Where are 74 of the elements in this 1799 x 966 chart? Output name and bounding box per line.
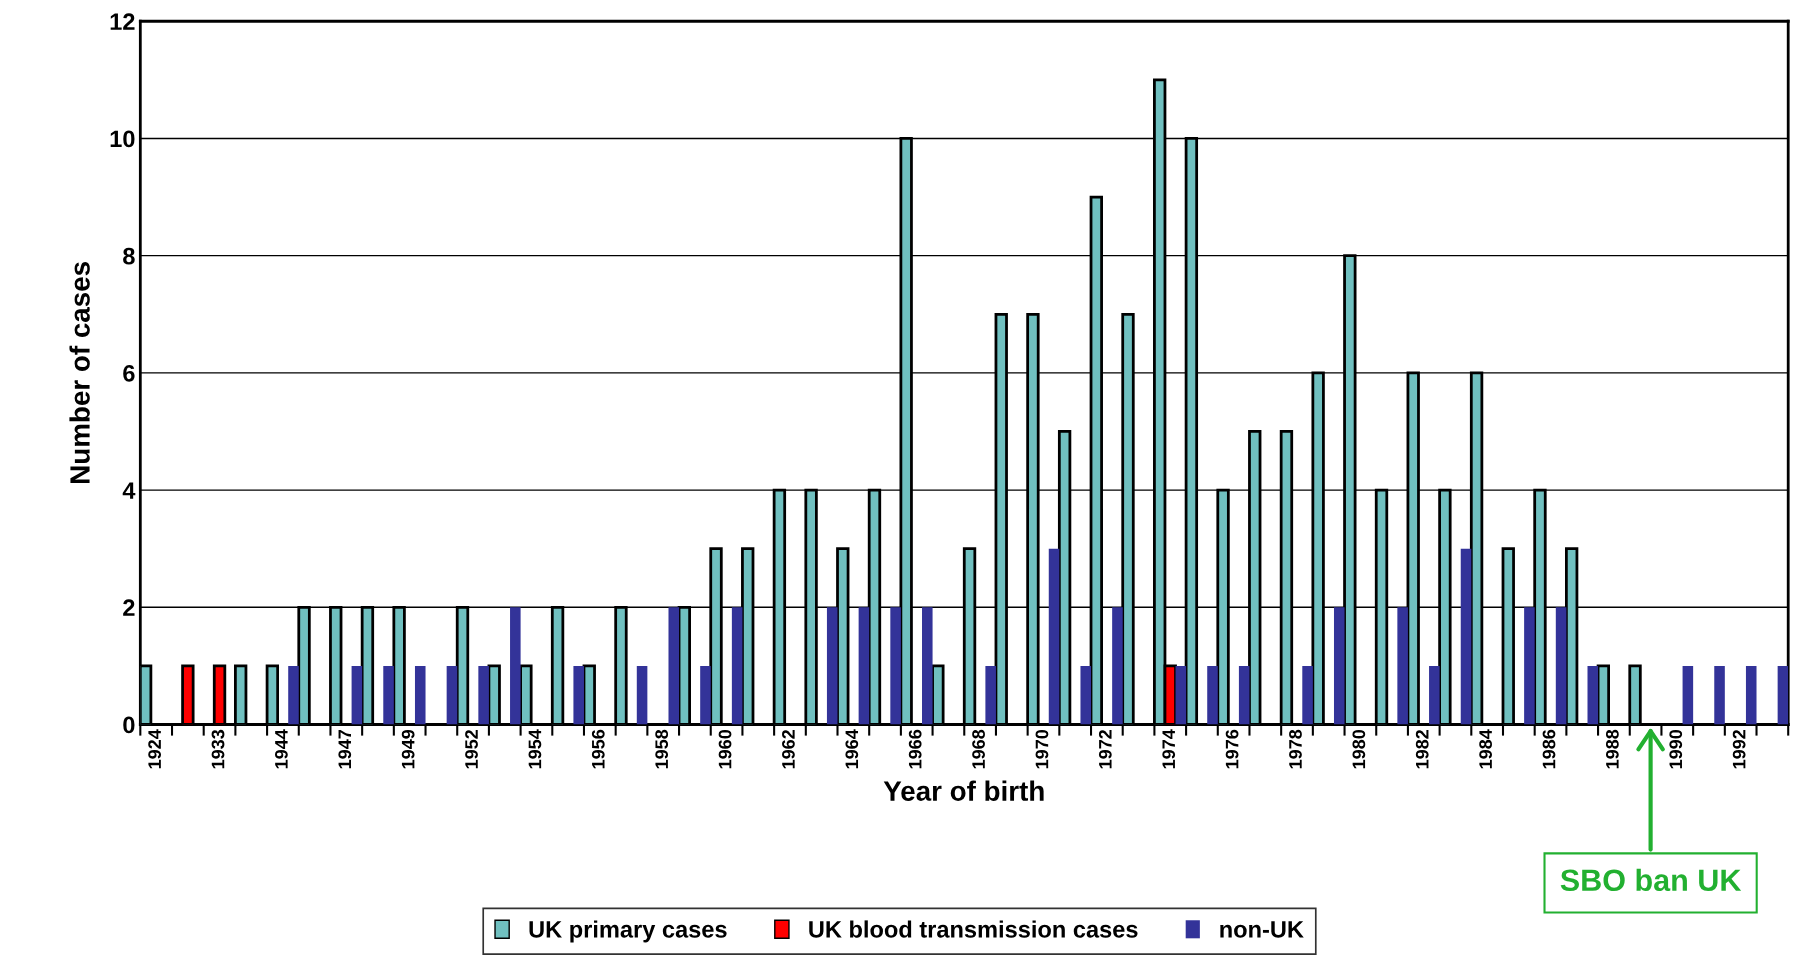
y-axis-title: Number of cases: [69, 262, 90, 483]
x-axis-title: Year of birth: [883, 780, 1044, 801]
x-tick-label: 1982: [1415, 729, 1429, 769]
bar: [985, 665, 996, 725]
bar: [1555, 607, 1567, 725]
bar: [288, 665, 299, 725]
x-tick-label: 1972: [1098, 729, 1112, 769]
bar: [1429, 665, 1440, 725]
bar: [858, 607, 870, 725]
bar: [1524, 607, 1535, 725]
x-tick-label: 1958: [655, 729, 669, 769]
bar: [826, 607, 838, 725]
bar: [1587, 665, 1599, 725]
legend-label: UK blood transmission cases: [809, 920, 1138, 938]
bar: [1777, 665, 1789, 725]
legend-label: UK primary cases: [529, 920, 727, 943]
y-tick-label: 2: [123, 599, 135, 616]
x-tick-label: 1968: [972, 729, 985, 769]
bar: [1302, 665, 1313, 725]
x-tick-label: 1986: [1542, 729, 1556, 769]
bar: [668, 607, 680, 725]
y-tick-label: 10: [110, 130, 135, 148]
bar: [700, 665, 711, 725]
bar: [1207, 665, 1218, 725]
x-tick-label: 1947: [338, 730, 352, 769]
x-tick-label: 1970: [1035, 729, 1049, 769]
bar: [1112, 607, 1123, 725]
bar: [1175, 665, 1187, 725]
x-tick-label: 1966: [908, 729, 922, 769]
bar: [1080, 665, 1092, 725]
bar: [1397, 607, 1408, 725]
bar: [478, 665, 489, 725]
y-tick-label: 0: [123, 716, 135, 734]
x-tick-label: 1980: [1352, 729, 1366, 769]
bar: [383, 665, 394, 725]
x-tick-label: 1964: [845, 729, 859, 769]
x-tick-label: 1956: [591, 729, 605, 769]
x-tick-label: 1924: [148, 729, 162, 769]
bar: [573, 665, 584, 725]
bar: [1333, 607, 1345, 725]
bar: [890, 607, 901, 725]
x-tick-label: 1976: [1225, 729, 1239, 769]
bar: [1048, 548, 1060, 725]
bar: [731, 607, 743, 725]
x-tick-label: 1988: [1605, 729, 1619, 769]
x-tick-label: 1974: [1162, 729, 1176, 769]
bar: [414, 665, 426, 725]
x-tick-label: 1960: [718, 729, 732, 769]
bar: [1460, 548, 1472, 725]
x-tick-label: 1949: [401, 729, 415, 769]
text: SBO ban UK: [1560, 868, 1742, 892]
bar: [1745, 665, 1757, 725]
x-tick-label: 1962: [782, 729, 795, 769]
bar: [351, 665, 363, 725]
x-tick-label: 1984: [1479, 729, 1492, 769]
bar: [636, 665, 648, 725]
x-tick-label: 1992: [1732, 729, 1746, 769]
bar: [922, 607, 933, 725]
bar: [1238, 665, 1250, 725]
y-tick-label: 8: [123, 247, 135, 265]
x-tick-label: 1990: [1669, 729, 1683, 769]
x-tick-label: 1978: [1289, 729, 1302, 769]
x-tick-label: 1933: [211, 729, 225, 769]
y-tick-label: 6: [123, 364, 135, 382]
bar: [510, 607, 521, 725]
y-tick-label: 4: [122, 482, 136, 499]
x-tick-label: 1944: [274, 729, 288, 769]
y-tick-label: 12: [110, 13, 135, 30]
bar: [1682, 665, 1694, 725]
bar: [446, 665, 458, 725]
bar: [1714, 665, 1725, 725]
x-tick-label: 1954: [528, 729, 542, 769]
x-tick-label: 1952: [465, 729, 478, 769]
legend-label: non-UK: [1220, 921, 1304, 938]
